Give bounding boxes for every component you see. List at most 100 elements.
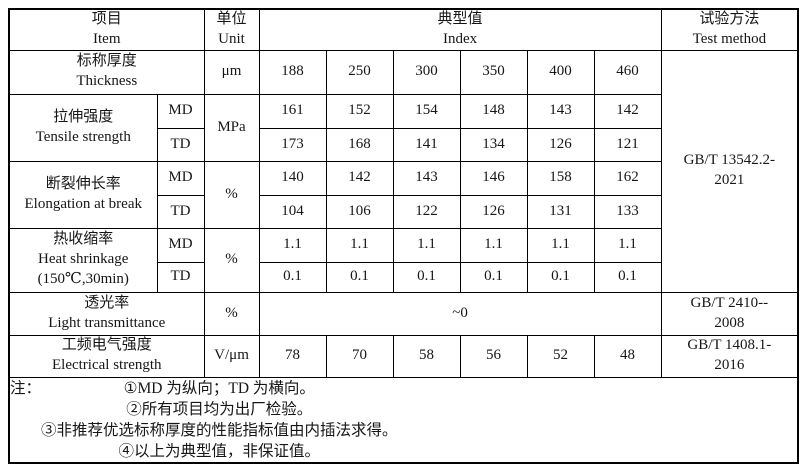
light-unit: % — [203, 291, 260, 336]
data-cell: 162 — [593, 160, 662, 196]
method1-line1: GB/T 13542.2- — [683, 152, 776, 169]
light-zh: 透光率 — [84, 294, 130, 311]
elongation-md-label: MD — [156, 160, 205, 196]
data-cell: 1.1 — [526, 227, 595, 263]
data-cell: 1.1 — [392, 227, 461, 263]
tensile-td-label: TD — [156, 127, 205, 162]
notes: 注： ①MD 为纵向；TD 为横向。 ②所有项目均为出厂检验。 ③非推荐优选标称… — [10, 378, 797, 462]
data-cell: 0.1 — [593, 261, 662, 293]
tensile-md-label: MD — [156, 93, 205, 129]
heat-td-label: TD — [156, 261, 205, 293]
method3-line2: 2016 — [714, 357, 745, 374]
data-cell: 142 — [325, 160, 394, 196]
data-cell: 300 — [392, 49, 461, 95]
notes-cell: 注： ①MD 为纵向；TD 为横向。 ②所有项目均为出厂检验。 ③非推荐优选标称… — [8, 376, 799, 464]
data-cell: 104 — [258, 194, 327, 229]
data-cell: 250 — [325, 49, 394, 95]
light-value: ~0 — [258, 291, 662, 336]
data-cell: 0.1 — [526, 261, 595, 293]
data-cell: 400 — [526, 49, 595, 95]
tensile-item: 拉伸强度 Tensile strength — [8, 93, 158, 162]
method2-line2: 2008 — [714, 314, 745, 331]
method1-line2: 2021 — [714, 172, 745, 189]
data-cell: 350 — [459, 49, 528, 95]
data-cell: 460 — [593, 49, 662, 95]
thickness-item: 标称厚度 Thickness — [8, 49, 205, 95]
heat-condition: (150℃,30min) — [37, 270, 129, 287]
header-item: 项目 Item — [8, 8, 205, 51]
tensile-unit: MPa — [203, 93, 260, 162]
data-cell: 1.1 — [459, 227, 528, 263]
data-cell: 48 — [593, 334, 662, 378]
header-index: 典型值 Index — [258, 8, 662, 51]
row-elongation-td: TD 104 106 122 126 131 133 — [9, 194, 798, 229]
note-item: ④以上为典型值，非保证值。 — [118, 442, 321, 460]
thickness-unit: μm — [203, 49, 260, 95]
data-cell: 152 — [325, 93, 394, 129]
note-item: ②所有项目均为出厂检验。 — [126, 400, 313, 418]
data-cell: 141 — [392, 127, 461, 162]
thickness-en: Thickness — [76, 73, 138, 90]
header-method-en: Test method — [692, 30, 767, 47]
tensile-zh: 拉伸强度 — [53, 108, 114, 125]
data-cell: 188 — [258, 49, 327, 95]
data-cell: 78 — [258, 334, 327, 378]
data-cell: 122 — [392, 194, 461, 229]
data-cell: 121 — [593, 127, 662, 162]
light-item: 透光率 Light transmittance — [8, 291, 205, 336]
test-method-group3: GB/T 1408.1- 2016 — [660, 334, 799, 378]
electrical-zh: 工频电气强度 — [61, 337, 152, 354]
elongation-zh: 断裂伸长率 — [45, 175, 121, 192]
elongation-unit: % — [203, 160, 260, 229]
data-cell: 173 — [258, 127, 327, 162]
method3-line1: GB/T 1408.1- — [687, 337, 772, 354]
data-cell: 1.1 — [258, 227, 327, 263]
notes-items: ①MD 为纵向；TD 为横向。 ②所有项目均为出厂检验。 ③非推荐优选标称厚度的… — [41, 378, 398, 462]
data-cell: 131 — [526, 194, 595, 229]
data-cell: 142 — [593, 93, 662, 129]
header-index-en: Index — [442, 30, 478, 47]
elongation-en: Elongation at break — [24, 195, 142, 212]
data-cell: 143 — [526, 93, 595, 129]
row-light: 透光率 Light transmittance % ~0 GB/T 2410--… — [8, 291, 799, 336]
data-cell: 154 — [392, 93, 461, 129]
electrical-en: Electrical strength — [51, 357, 162, 374]
data-cell: 106 — [325, 194, 394, 229]
note-item: ③非推荐优选标称厚度的性能指标值由内插法求得。 — [41, 421, 398, 439]
data-cell: 0.1 — [392, 261, 461, 293]
row-electrical: 工频电气强度 Electrical strength V/μm 78 70 58… — [8, 334, 799, 378]
light-en: Light transmittance — [48, 314, 166, 331]
data-cell: 134 — [459, 127, 528, 162]
heat-item: 热收缩率 Heat shrinkage (150℃,30min) — [8, 227, 158, 293]
test-method-group1: GB/T 13542.2- 2021 — [660, 49, 799, 293]
row-thickness: 标称厚度 Thickness μm 188 250 300 350 400 46… — [8, 49, 799, 293]
electrical-item: 工频电气强度 Electrical strength — [8, 334, 205, 378]
row-heat-md: 热收缩率 Heat shrinkage (150℃,30min) MD % 1.… — [8, 227, 798, 293]
header-unit-zh: 单位 — [216, 11, 247, 27]
data-cell: 1.1 — [325, 227, 394, 263]
data-cell: 0.1 — [459, 261, 528, 293]
header-item-zh: 项目 — [91, 11, 122, 27]
data-cell: 161 — [258, 93, 327, 129]
data-cell: 52 — [526, 334, 595, 378]
data-cell: 148 — [459, 93, 528, 129]
data-cell: 70 — [325, 334, 394, 378]
tensile-en: Tensile strength — [35, 128, 131, 145]
header-unit: 单位 Unit — [203, 8, 260, 51]
data-cell: 140 — [258, 160, 327, 196]
header-unit-en: Unit — [218, 30, 245, 47]
header-test-method: 试验方法 Test method — [660, 8, 799, 51]
data-cell: 133 — [593, 194, 662, 229]
electrical-unit: V/μm — [203, 334, 260, 378]
header-item-en: Item — [93, 30, 121, 47]
data-cell: 143 — [392, 160, 461, 196]
note-item: ①MD 为纵向；TD 为横向。 — [123, 379, 315, 397]
header-row: 项目 Item 单位 Unit 典型值 Index 试验方法 Test meth… — [8, 8, 799, 51]
method2-line1: GB/T 2410-- — [690, 294, 769, 311]
data-cell: 58 — [392, 334, 461, 378]
data-cell: 0.1 — [325, 261, 394, 293]
data-cell: 56 — [459, 334, 528, 378]
data-cell: 168 — [325, 127, 394, 162]
test-method-group2: GB/T 2410-- 2008 — [660, 291, 799, 336]
data-cell: 0.1 — [258, 261, 327, 293]
